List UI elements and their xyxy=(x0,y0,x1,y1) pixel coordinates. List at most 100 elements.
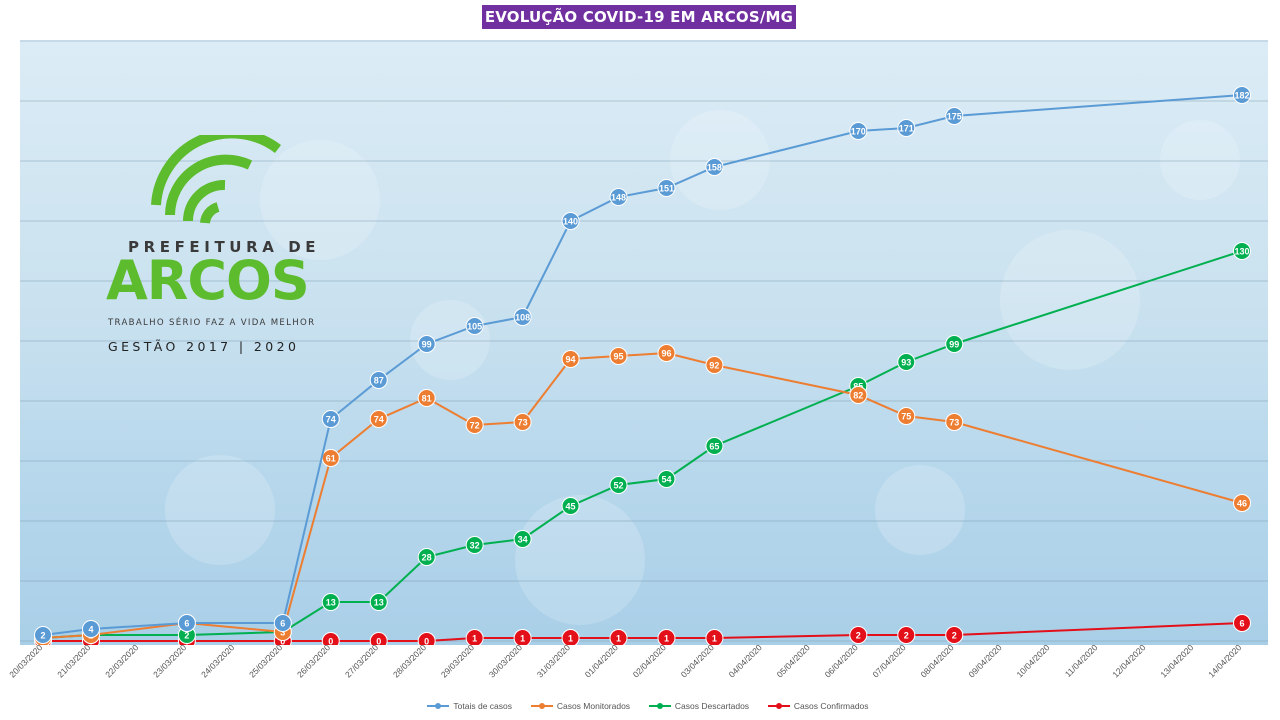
x-tick-label: 01/04/2020 xyxy=(583,642,620,679)
data-point xyxy=(561,629,580,645)
data-point xyxy=(561,497,580,515)
virus-decoration xyxy=(515,495,645,625)
data-label: 2 xyxy=(952,630,957,640)
virus-decoration xyxy=(1000,230,1140,370)
data-point xyxy=(465,536,484,554)
data-label: 61 xyxy=(326,453,336,463)
data-label: 28 xyxy=(422,552,432,562)
data-label: 170 xyxy=(851,126,866,136)
data-point xyxy=(945,335,964,353)
legend-label: Casos Confirmados xyxy=(793,701,869,711)
data-point xyxy=(609,347,628,365)
data-point xyxy=(369,371,388,389)
data-label: 175 xyxy=(947,111,962,121)
data-point xyxy=(513,629,532,645)
x-tick-label: 13/04/2020 xyxy=(1158,642,1195,679)
x-tick-label: 27/03/2020 xyxy=(343,642,380,679)
data-label: 34 xyxy=(518,534,528,544)
data-label: 158 xyxy=(707,162,722,172)
legend-swatch xyxy=(530,702,553,710)
data-label: 1 xyxy=(664,633,669,643)
data-label: 6 xyxy=(280,618,285,628)
data-point xyxy=(1233,242,1251,260)
chart-svg: 0000000111111222612231313283234455254658… xyxy=(20,40,1268,645)
data-label: 32 xyxy=(470,540,480,550)
data-label: 46 xyxy=(1237,498,1247,508)
data-label: 1 xyxy=(616,633,621,643)
data-label: 73 xyxy=(949,417,959,427)
legend-label: Totais de casos xyxy=(453,701,512,711)
legend-swatch xyxy=(427,702,450,710)
data-label: 182 xyxy=(1234,90,1249,100)
data-label: 52 xyxy=(614,480,624,490)
data-label: 72 xyxy=(470,420,480,430)
virus-decoration xyxy=(260,140,380,260)
data-point xyxy=(849,626,868,644)
data-label: 2 xyxy=(184,630,189,640)
legend-item: Totais de casos xyxy=(427,701,512,711)
data-label: 1 xyxy=(712,633,717,643)
data-point xyxy=(945,107,964,125)
data-label: 0 xyxy=(376,636,381,645)
x-tick-label: 31/03/2020 xyxy=(535,642,572,679)
data-point xyxy=(897,626,916,644)
x-tick-label: 26/03/2020 xyxy=(295,642,332,679)
data-label: 2 xyxy=(856,630,861,640)
x-tick-label: 30/03/2020 xyxy=(487,642,524,679)
legend-label: Casos Descartados xyxy=(674,701,750,711)
data-point xyxy=(561,212,580,230)
data-label: 0 xyxy=(328,636,333,645)
data-label: 81 xyxy=(422,393,432,403)
data-point xyxy=(513,413,532,431)
data-label: 94 xyxy=(566,354,576,364)
data-point xyxy=(705,356,724,374)
x-axis: 20/03/2020 21/03/2020 22/03/2020 23/03/2020… xyxy=(7,642,1243,679)
data-label: 54 xyxy=(661,474,671,484)
x-tick-label: 05/04/2020 xyxy=(775,642,812,679)
data-point xyxy=(945,626,964,644)
chart-legend: Totais de casos Casos Monitorados Casos De… xyxy=(418,697,878,715)
wifi-arcs-icon xyxy=(151,135,282,224)
data-point xyxy=(609,476,628,494)
data-label: 3 xyxy=(280,627,285,637)
data-point xyxy=(945,413,964,431)
x-tick-label: 09/04/2020 xyxy=(966,642,1003,679)
data-point xyxy=(465,416,484,434)
x-tick-label: 04/04/2020 xyxy=(727,642,764,679)
data-label: 171 xyxy=(899,123,914,133)
series-layer: 0000000111111222612231313283234455254658… xyxy=(34,86,1251,645)
x-tick-label: 25/03/2020 xyxy=(247,642,284,679)
data-label: 65 xyxy=(709,441,719,451)
data-point xyxy=(513,308,532,326)
legend-item: Casos Confirmados xyxy=(767,701,869,711)
x-tick-label: 11/04/2020 xyxy=(1063,642,1100,679)
x-tick-label: 14/04/2020 xyxy=(1206,642,1243,679)
virus-decoration xyxy=(1160,120,1240,200)
data-point xyxy=(465,317,484,335)
data-point xyxy=(849,386,868,404)
x-tick-label: 08/04/2020 xyxy=(918,642,955,679)
data-label: 0 xyxy=(424,636,429,645)
x-tick-label: 21/03/2020 xyxy=(55,642,92,679)
data-point xyxy=(81,620,100,638)
data-label: 105 xyxy=(467,321,482,331)
x-tick-label: 02/04/2020 xyxy=(631,642,668,679)
data-point xyxy=(657,344,676,362)
data-point xyxy=(321,632,340,645)
virus-decoration xyxy=(875,465,965,555)
legend-label: Casos Monitorados xyxy=(556,701,631,711)
data-label: 1 xyxy=(568,633,573,643)
data-point xyxy=(609,629,628,645)
legend-item: Casos Descartados xyxy=(648,701,750,711)
data-point xyxy=(369,410,388,428)
data-point xyxy=(417,548,436,566)
data-point xyxy=(417,632,436,645)
data-point xyxy=(705,158,724,176)
data-point xyxy=(705,437,724,455)
data-point xyxy=(34,626,52,644)
logo-prefeitura-text: PREFEITURA DE xyxy=(128,238,321,256)
data-point xyxy=(897,119,916,137)
data-label: 140 xyxy=(563,216,578,226)
x-tick-label: 07/04/2020 xyxy=(871,642,908,679)
